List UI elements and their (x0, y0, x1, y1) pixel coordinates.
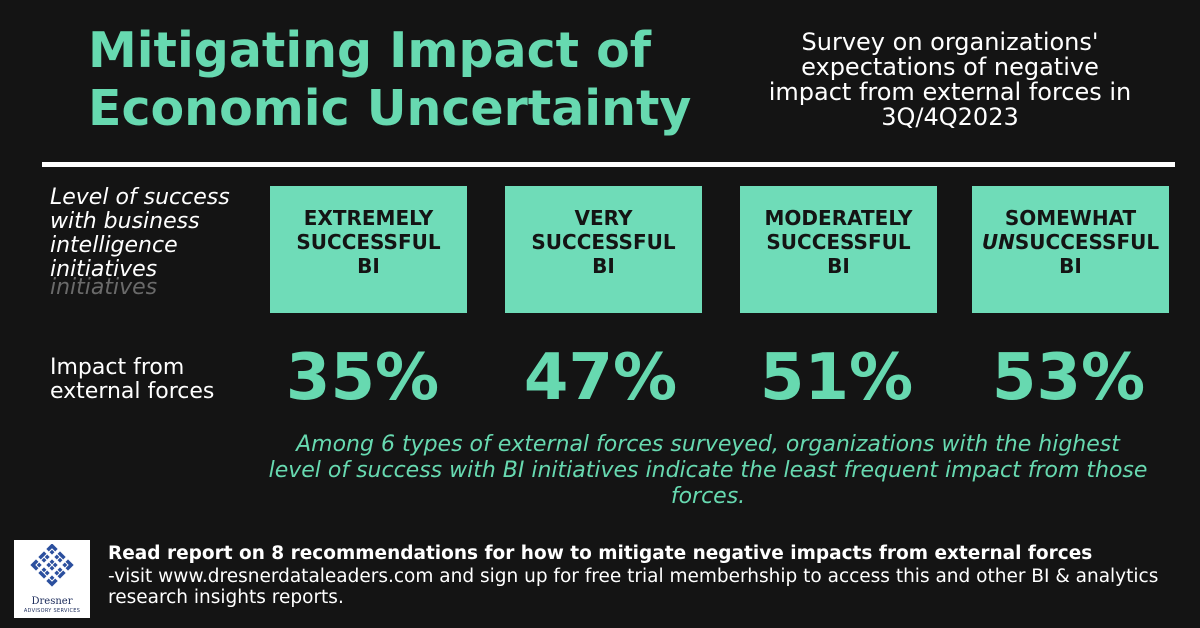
success-level-text: Level of success with business intellige… (50, 185, 230, 282)
category-line: VERY (574, 206, 633, 230)
category-line: EXTREMELY (303, 206, 434, 230)
category-line: SUCCESSFUL (531, 230, 676, 254)
category-line: BI (827, 254, 850, 278)
footer-body: -visit www.dresnerdataleaders.com and si… (108, 566, 1159, 608)
category-line: MODERATELY (764, 206, 913, 230)
impact-label: Impact from external forces (50, 355, 215, 404)
success-level-label: Level of success with business intellige… (50, 186, 260, 300)
knot-icon (30, 544, 74, 587)
footer-headline: Read report on 8 recommendations for how… (108, 543, 1093, 564)
logo-name: Dresner (31, 596, 73, 607)
category-box-somewhat-unsuccessful: SOMEWHAT UNSUCCESSFUL BI (972, 186, 1169, 313)
category-box-moderately-successful: MODERATELY SUCCESSFUL BI (740, 186, 937, 313)
impact-value-very-successful: 47% (523, 341, 678, 415)
emphasis-un: UN (981, 230, 1015, 254)
success-level-ghost-text: initiatives (50, 275, 158, 300)
category-box-extremely-successful: EXTREMELY SUCCESSFUL BI (270, 186, 467, 313)
category-line: SUCCESSFUL (766, 230, 911, 254)
page-subtitle: Survey on organizations' expectations of… (768, 28, 1132, 131)
category-line: SOMEWHAT (1004, 206, 1137, 230)
impact-value-moderately-successful: 51% (759, 341, 914, 415)
page-title: Mitigating Impact of Economic Uncertaint… (88, 22, 692, 137)
divider (42, 162, 1175, 167)
category-line: BI (357, 254, 380, 278)
category-line: BI (1059, 254, 1082, 278)
category-line: SUCCESSFUL (296, 230, 441, 254)
category-line: BI (592, 254, 615, 278)
category-line-2: UNSUCCESSFUL (972, 230, 1169, 254)
impact-value-somewhat-unsuccessful: 53% (991, 341, 1146, 415)
impact-value-extremely-successful: 35% (285, 341, 440, 415)
logo-tagline: ADVISORY SERVICES (23, 608, 81, 614)
summary-note: Among 6 types of external forces surveye… (268, 432, 1148, 509)
dresner-logo: Dresner ADVISORY SERVICES (14, 540, 90, 618)
category-box-very-successful: VERY SUCCESSFUL BI (505, 186, 702, 313)
category-line-rest: SUCCESSFUL (1014, 230, 1160, 254)
